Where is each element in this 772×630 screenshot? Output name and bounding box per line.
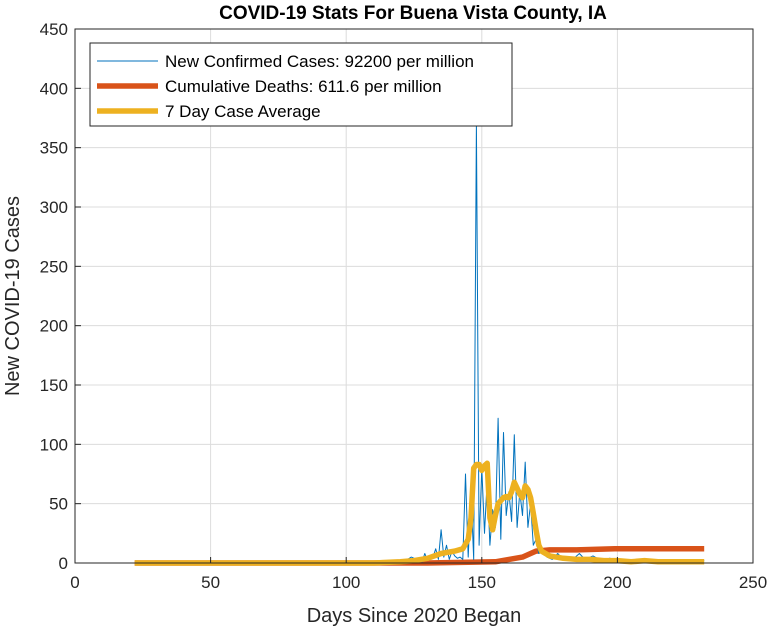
y-tick-label: 0 — [59, 554, 68, 573]
y-tick-label: 450 — [40, 20, 68, 39]
x-tick-label: 100 — [332, 573, 360, 592]
legend-box — [89, 42, 513, 127]
y-tick-label: 250 — [40, 257, 68, 276]
legend-label-0: New Confirmed Cases: 92200 per million — [165, 52, 474, 71]
y-tick-label: 350 — [40, 139, 68, 158]
series-line-0 — [134, 123, 705, 564]
plot-frame — [74, 28, 754, 564]
legend: New Confirmed Cases: 92200 per million Cu… — [89, 42, 513, 127]
series-lines — [134, 123, 705, 566]
x-tick-label: 150 — [468, 573, 496, 592]
series-line-1 — [134, 546, 705, 566]
y-tick-label: 400 — [40, 79, 68, 98]
y-axis-label: New COVID-19 Cases — [2, 196, 24, 396]
x-tick-label: 0 — [70, 573, 79, 592]
chart-title: COVID-19 Stats For Buena Vista County, I… — [219, 3, 607, 24]
axis-ticks: 0 50 100 150 200 250 0 50 100 150 200 250 300 350 400 4… — [40, 20, 768, 592]
y-tick-label: 100 — [40, 435, 68, 454]
x-tick-label: 250 — [739, 573, 767, 592]
x-tick-label: 200 — [603, 573, 631, 592]
series-line-2 — [134, 460, 705, 566]
legend-label-1: Cumulative Deaths: 611.6 per million — [165, 77, 442, 96]
x-tick-label: 50 — [201, 573, 220, 592]
x-axis-label: Days Since 2020 Began — [307, 605, 522, 627]
y-tick-label: 50 — [49, 495, 68, 514]
legend-label-2: 7 Day Case Average — [165, 102, 321, 121]
y-tick-label: 150 — [40, 376, 68, 395]
y-tick-label: 300 — [40, 198, 68, 217]
y-tick-label: 200 — [40, 317, 68, 336]
